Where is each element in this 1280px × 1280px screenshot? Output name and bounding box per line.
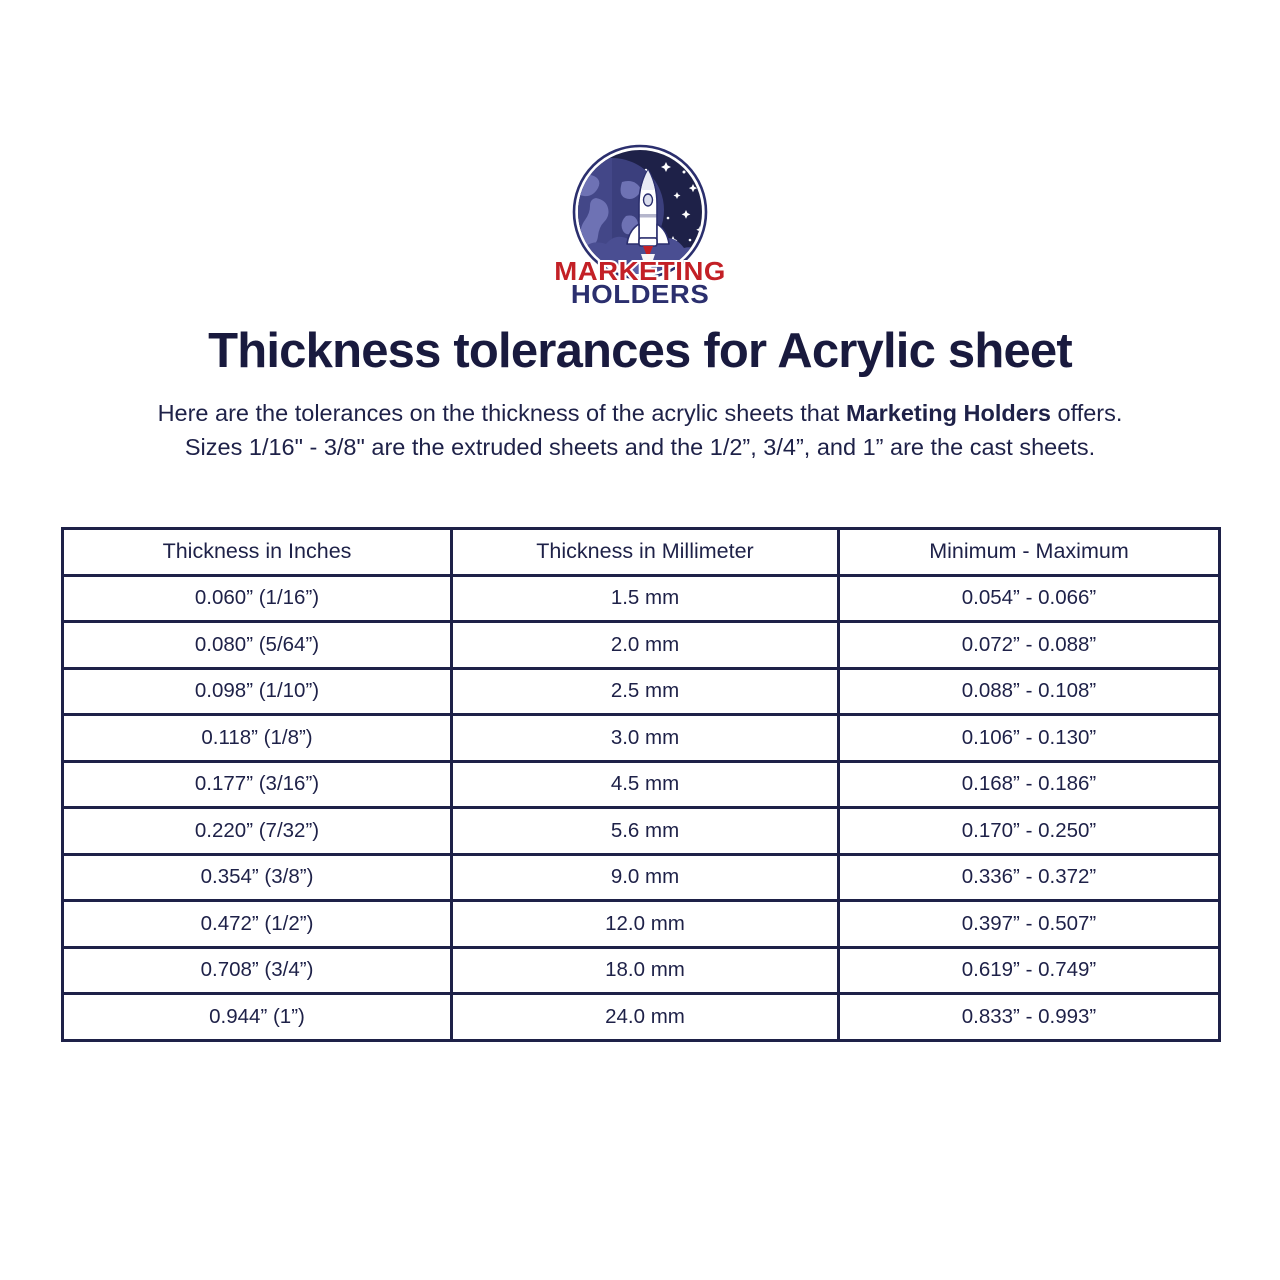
subtitle-text-before: Here are the tolerances on the thickness…	[157, 400, 846, 426]
table-cell: 0.080” (5/64”)	[61, 620, 453, 670]
table-cell: 0.619” - 0.749”	[837, 945, 1221, 995]
table-cell: 0.944” (1”)	[61, 992, 453, 1042]
table-cell: 4.5 mm	[450, 759, 840, 809]
logo-word-marketing: MARKETING	[554, 257, 726, 286]
table-cell: 0.336” - 0.372”	[837, 852, 1221, 902]
table-cell: 0.072” - 0.088”	[837, 620, 1221, 670]
table-cell: 0.098” (1/10”)	[61, 666, 453, 716]
table-cell: 0.177” (3/16”)	[61, 759, 453, 809]
table-cell: 0.397” - 0.507”	[837, 899, 1221, 949]
table-cell: 3.0 mm	[450, 713, 840, 763]
marketing-holders-logo: MARKETING HOLDERS	[540, 140, 740, 310]
table-cell: 0.220” (7/32”)	[61, 806, 453, 856]
page-subtitle: Here are the tolerances on the thickness…	[50, 396, 1230, 464]
table-cell: 0.118” (1/8”)	[61, 713, 453, 763]
table-container: Thickness in Inches Thickness in Millime…	[61, 527, 1221, 1042]
table-header-row: Thickness in Inches Thickness in Millime…	[61, 527, 1221, 577]
table-row: 0.098” (1/10”) 2.5 mm 0.088” - 0.108”	[61, 666, 1221, 716]
subtitle-line-2: Sizes 1/16" - 3/8" are the extruded shee…	[184, 434, 1096, 461]
logo-artwork: MARKETING HOLDERS	[552, 144, 727, 310]
table-cell: 2.0 mm	[450, 620, 840, 670]
table-cell: 24.0 mm	[450, 992, 840, 1042]
table-row: 0.118” (1/8”) 3.0 mm 0.106” - 0.130”	[61, 713, 1221, 763]
table-cell: 0.354” (3/8”)	[61, 852, 453, 902]
table-row: 0.354” (3/8”) 9.0 mm 0.336” - 0.372”	[61, 852, 1221, 902]
table-cell: 0.170” - 0.250”	[837, 806, 1221, 856]
column-header-minimum-maximum: Minimum - Maximum	[837, 527, 1221, 577]
table-row: 0.220” (7/32”) 5.6 mm 0.170” - 0.250”	[61, 806, 1221, 856]
table-cell: 0.708” (3/4”)	[61, 945, 453, 995]
table-cell: 18.0 mm	[450, 945, 840, 995]
column-header-thickness-inches: Thickness in Inches	[61, 527, 453, 577]
table-cell: 0.106” - 0.130”	[837, 713, 1221, 763]
logo-container: MARKETING HOLDERS	[0, 140, 1280, 310]
acrylic-thickness-tolerance-table: Thickness in Inches Thickness in Millime…	[61, 527, 1221, 1042]
table-row: 0.177” (3/16”) 4.5 mm 0.168” - 0.186”	[61, 759, 1221, 809]
table-cell: 1.5 mm	[450, 573, 840, 623]
table-cell: 2.5 mm	[450, 666, 840, 716]
column-header-thickness-millimeter: Thickness in Millimeter	[450, 527, 840, 577]
table-cell: 12.0 mm	[450, 899, 840, 949]
subtitle-text-after: offers.	[1051, 400, 1123, 426]
table-cell: 0.088” - 0.108”	[837, 666, 1221, 716]
table-cell: 0.833” - 0.993”	[837, 992, 1221, 1042]
table-row: 0.060” (1/16”) 1.5 mm 0.054” - 0.066”	[61, 573, 1221, 623]
table-row: 0.080” (5/64”) 2.0 mm 0.072” - 0.088”	[61, 620, 1221, 670]
table-cell: 5.6 mm	[450, 806, 840, 856]
rocket-icon	[626, 169, 670, 274]
table-body: 0.060” (1/16”) 1.5 mm 0.054” - 0.066” 0.080…	[61, 573, 1221, 1042]
logo-word-holders: HOLDERS	[571, 280, 709, 309]
subtitle-brand-emphasis: Marketing Holders	[845, 400, 1051, 426]
subtitle-line-1: Here are the tolerances on the thickness…	[50, 396, 1230, 430]
table-cell: 0.060” (1/16”)	[61, 573, 453, 623]
table-row: 0.708” (3/4”) 18.0 mm 0.619” - 0.749”	[61, 945, 1221, 995]
table-row: 0.944” (1”) 24.0 mm 0.833” - 0.993”	[61, 992, 1221, 1042]
page-title: Thickness tolerances for Acrylic sheet	[208, 324, 1073, 378]
table-cell: 9.0 mm	[450, 852, 840, 902]
table-row: 0.472” (1/2”) 12.0 mm 0.397” - 0.507”	[61, 899, 1221, 949]
table-cell: 0.472” (1/2”)	[61, 899, 453, 949]
table-cell: 0.168” - 0.186”	[837, 759, 1221, 809]
table-cell: 0.054” - 0.066”	[837, 573, 1221, 623]
table-head: Thickness in Inches Thickness in Millime…	[61, 527, 1221, 577]
